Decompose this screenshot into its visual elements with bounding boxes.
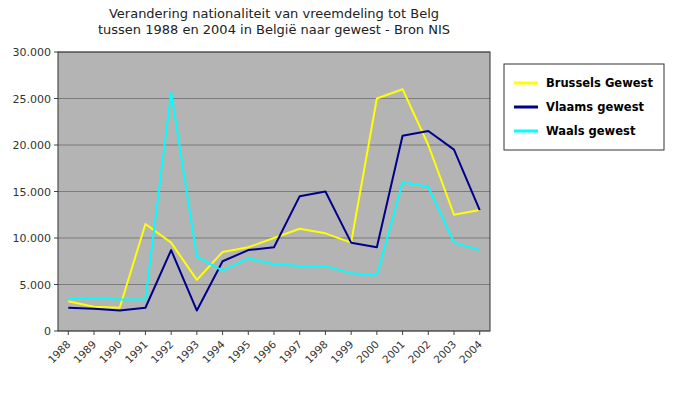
grid-line: [58, 284, 490, 285]
tick-mark: [222, 331, 223, 335]
tick-mark: [54, 331, 58, 332]
tick-label: 5.000: [20, 279, 52, 292]
line: [68, 89, 479, 308]
tick-label: 2003: [431, 338, 458, 365]
grid-line: [58, 145, 490, 146]
tick-mark: [325, 331, 326, 335]
tick-label: 2001: [380, 338, 407, 365]
grid-line: [58, 191, 490, 192]
legend-swatch: [514, 82, 538, 85]
tick-label: 2000: [354, 338, 381, 365]
tick-label: 1995: [225, 338, 252, 365]
series-group: [68, 89, 479, 310]
legend-box: [504, 64, 664, 150]
legend-label: Waals gewest: [546, 124, 636, 138]
tick-mark: [119, 331, 120, 335]
tick-label: 15.000: [13, 186, 52, 199]
tick-mark: [428, 331, 429, 335]
line: [68, 131, 479, 310]
line: [68, 92, 479, 299]
tick-label: 25.000: [13, 93, 52, 106]
tick-mark: [351, 331, 352, 335]
tick-mark: [68, 331, 69, 335]
tick-mark: [94, 331, 95, 335]
grid-line: [58, 98, 490, 99]
plot-frame: [58, 52, 490, 331]
tick-label: 10.000: [13, 232, 52, 245]
tick-mark: [54, 238, 58, 239]
plot-background: [58, 52, 490, 331]
legend-label: Vlaams gewest: [546, 100, 644, 114]
tick-label: 2002: [405, 338, 432, 365]
title: Verandering nationaliteit van vreemdelin…: [98, 6, 450, 37]
chart: Verandering nationaliteit van vreemdelin…: [0, 0, 673, 393]
legend-swatch: [514, 130, 538, 133]
tick-label: 1991: [122, 338, 149, 365]
legend-swatch: [514, 106, 538, 109]
tick-label: 30.000: [13, 46, 52, 59]
tick-label: 1988: [45, 338, 72, 365]
tick-label: 1993: [174, 338, 201, 365]
tick-mark: [54, 284, 58, 285]
tick-mark: [299, 331, 300, 335]
tick-mark: [171, 331, 172, 335]
tick-mark: [479, 331, 480, 335]
tick-mark: [196, 331, 197, 335]
tick-mark: [376, 331, 377, 335]
tick-label: 0: [44, 325, 51, 338]
tick-label: 1994: [200, 338, 228, 366]
tick-label: 2004: [457, 338, 485, 366]
legend-label: Brussels Gewest: [546, 76, 653, 90]
tick-mark: [145, 331, 146, 335]
tick-label: 20.000: [13, 139, 52, 152]
tick-mark: [248, 331, 249, 335]
tick-label: 1998: [302, 338, 329, 365]
tick-label: 1990: [97, 338, 124, 365]
legend: Brussels Gewest Vlaams gewest Waals gewest: [504, 64, 664, 150]
tick-mark: [274, 331, 275, 335]
tick-label: 1997: [277, 338, 304, 365]
tick-label: 1989: [71, 338, 98, 365]
tick-mark: [54, 52, 58, 53]
tick-mark: [54, 98, 58, 99]
tick-mark: [54, 191, 58, 192]
tick-label: 1999: [328, 338, 355, 365]
tick-mark: [402, 331, 403, 335]
tick-label: 1996: [251, 338, 279, 366]
tick-label: 1992: [148, 338, 175, 365]
tick-mark: [454, 331, 455, 335]
tick-mark: [54, 145, 58, 146]
